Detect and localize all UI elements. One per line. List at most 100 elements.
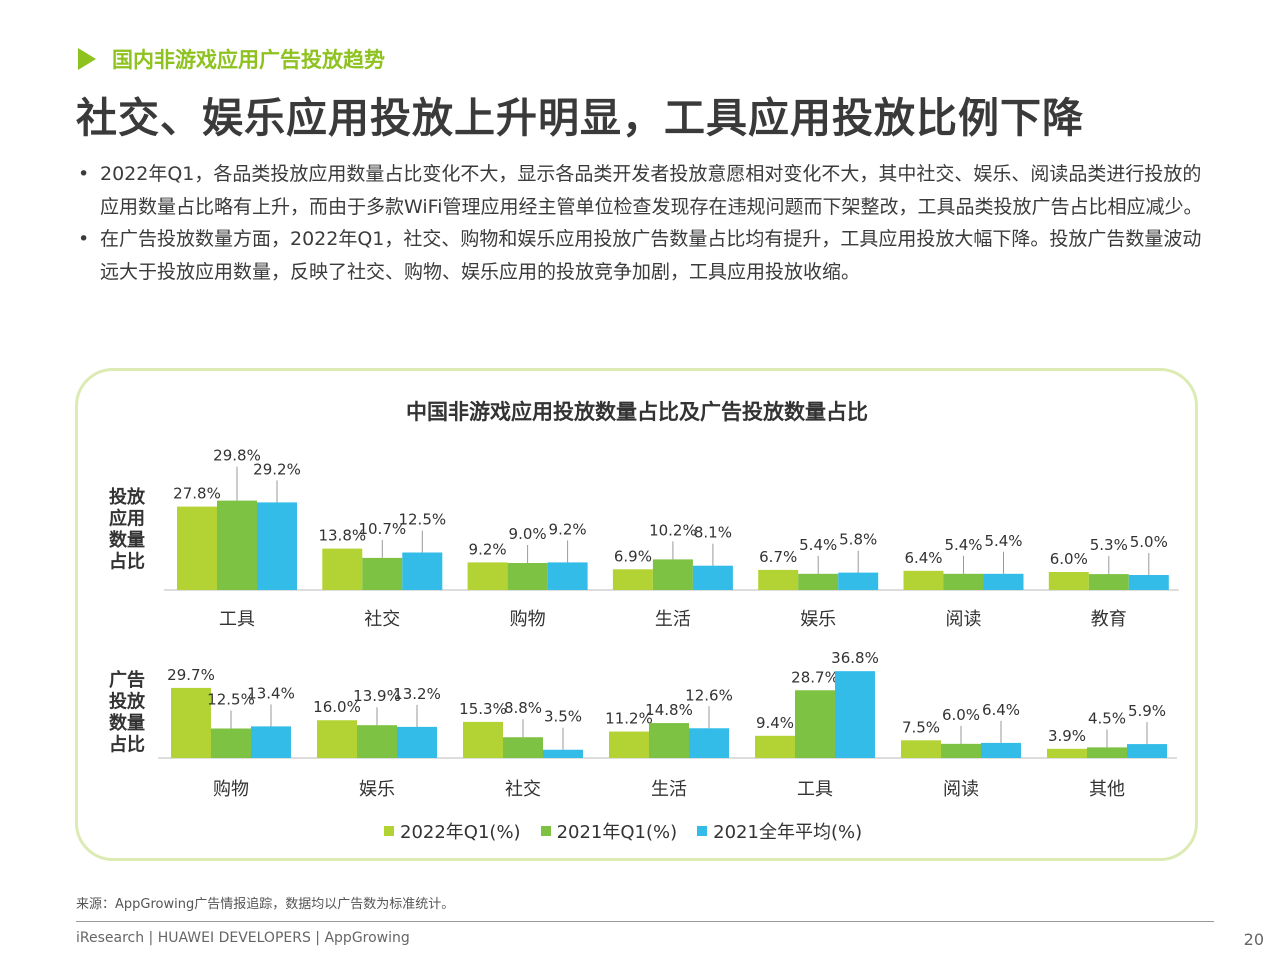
data-label: 5.3% (1090, 536, 1128, 554)
category-tick-label: 生活 (655, 609, 691, 630)
category-tick-label: 娱乐 (359, 779, 395, 800)
panel-label: 占比 (109, 551, 145, 573)
data-label: 13.9% (353, 687, 401, 705)
data-label: 27.8% (173, 485, 221, 503)
section-title: 国内非游戏应用广告投放趋势 (112, 48, 385, 72)
data-label: 9.2% (549, 520, 587, 538)
data-label: 5.4% (799, 536, 837, 554)
bar (1127, 744, 1167, 758)
legend-item: 2021全年平均(%) (697, 818, 862, 844)
bar (322, 548, 363, 590)
bar (547, 562, 588, 590)
legend-swatch-2021avg (697, 826, 708, 836)
bar (941, 743, 981, 758)
data-label: 6.7% (759, 548, 797, 566)
data-label: 13.4% (247, 684, 295, 702)
legend-swatch-2021q1 (540, 826, 551, 836)
bar (317, 720, 357, 758)
category-tick-label: 娱乐 (800, 609, 836, 630)
panel-label: 数量 (109, 529, 145, 551)
data-label: 8.1% (694, 524, 732, 542)
data-label: 12.5% (398, 511, 446, 529)
data-label: 10.7% (358, 520, 406, 538)
category-tick-label: 生活 (651, 779, 687, 800)
data-label: 9.4% (756, 714, 794, 732)
bar (755, 735, 795, 758)
bullet-item: 在广告投放数量方面，2022年Q1，社交、购物和娱乐应用投放广告数量占比均有提升… (76, 223, 1216, 288)
data-label: 5.0% (1130, 533, 1168, 551)
bar (983, 573, 1024, 590)
bar (795, 690, 835, 758)
data-label: 29.2% (253, 460, 301, 478)
category-tick-label: 购物 (213, 779, 249, 800)
data-label: 16.0% (313, 698, 361, 716)
data-label: 5.4% (944, 536, 982, 554)
legend-label: 2022年Q1(%) (400, 822, 521, 843)
data-label: 29.8% (213, 447, 261, 465)
page-number: 20 (1243, 930, 1264, 949)
panel-label: 数量 (109, 712, 145, 734)
bar (758, 569, 799, 590)
bar (1047, 748, 1087, 758)
bullet-item: 2022年Q1，各品类投放应用数量占比变化不大，显示各品类开发者投放意愿相对变化… (76, 158, 1216, 223)
category-tick-label: 工具 (797, 779, 833, 800)
chart-legend: 2022年Q1(%) 2021年Q1(%) 2021全年平均(%) (384, 818, 882, 844)
panel-label: 投放 (109, 691, 146, 713)
bar (543, 749, 583, 758)
data-label: 15.3% (459, 700, 507, 718)
data-label: 28.7% (791, 668, 839, 686)
data-label: 6.0% (942, 706, 980, 724)
bar (402, 552, 443, 590)
data-label: 9.2% (469, 540, 507, 558)
source-note: 来源：AppGrowing广告情报追踪，数据均以广告数为标准统计。 (76, 897, 455, 912)
legend-label: 2021年Q1(%) (556, 822, 678, 843)
category-tick-label: 其他 (1089, 779, 1125, 800)
play-triangle-icon (78, 48, 96, 70)
bar (362, 557, 403, 590)
bar (217, 500, 257, 590)
bar (609, 731, 649, 758)
bar (177, 506, 217, 590)
legend-item: 2021年Q1(%) (540, 818, 678, 844)
panel-label: 应用 (109, 508, 145, 530)
data-label: 29.7% (167, 666, 215, 684)
data-label: 3.5% (544, 708, 582, 726)
bar (649, 723, 689, 758)
bar (1088, 574, 1129, 590)
bar (257, 502, 297, 590)
data-label: 12.5% (207, 691, 255, 709)
bar (981, 742, 1021, 758)
category-tick-label: 教育 (1091, 609, 1127, 630)
chart-title: 中国非游戏应用投放数量占比及广告投放数量占比 (406, 400, 868, 424)
section-header: 国内非游戏应用广告投放趋势 (78, 44, 385, 74)
legend-item: 2022年Q1(%) (384, 818, 521, 844)
bar (171, 687, 211, 758)
bar (903, 570, 944, 590)
category-tick-label: 工具 (219, 609, 255, 630)
category-tick-label: 社交 (505, 779, 541, 800)
bar (1128, 575, 1169, 590)
data-label: 12.6% (685, 686, 733, 704)
bar (692, 565, 733, 590)
bar (1048, 572, 1089, 590)
bar (798, 573, 839, 590)
panel-label: 占比 (109, 734, 145, 756)
footer-divider (76, 921, 1214, 922)
panel-label: 投放 (109, 486, 146, 508)
bar (507, 563, 548, 590)
bar (357, 725, 397, 758)
bar (652, 559, 693, 590)
data-label: 6.4% (904, 549, 942, 567)
chart-frame (75, 368, 1198, 861)
page-headline: 社交、娱乐应用投放上升明显，工具应用投放比例下降 (76, 94, 1084, 142)
category-tick-label: 社交 (364, 609, 400, 630)
legend-label: 2021全年平均(%) (713, 822, 863, 843)
bar (838, 572, 879, 590)
bar (211, 728, 251, 758)
category-tick-label: 购物 (510, 609, 546, 630)
panel-label: 广告 (109, 669, 145, 691)
bar (1087, 747, 1127, 758)
data-label: 9.0% (509, 525, 547, 543)
bar (689, 728, 729, 758)
